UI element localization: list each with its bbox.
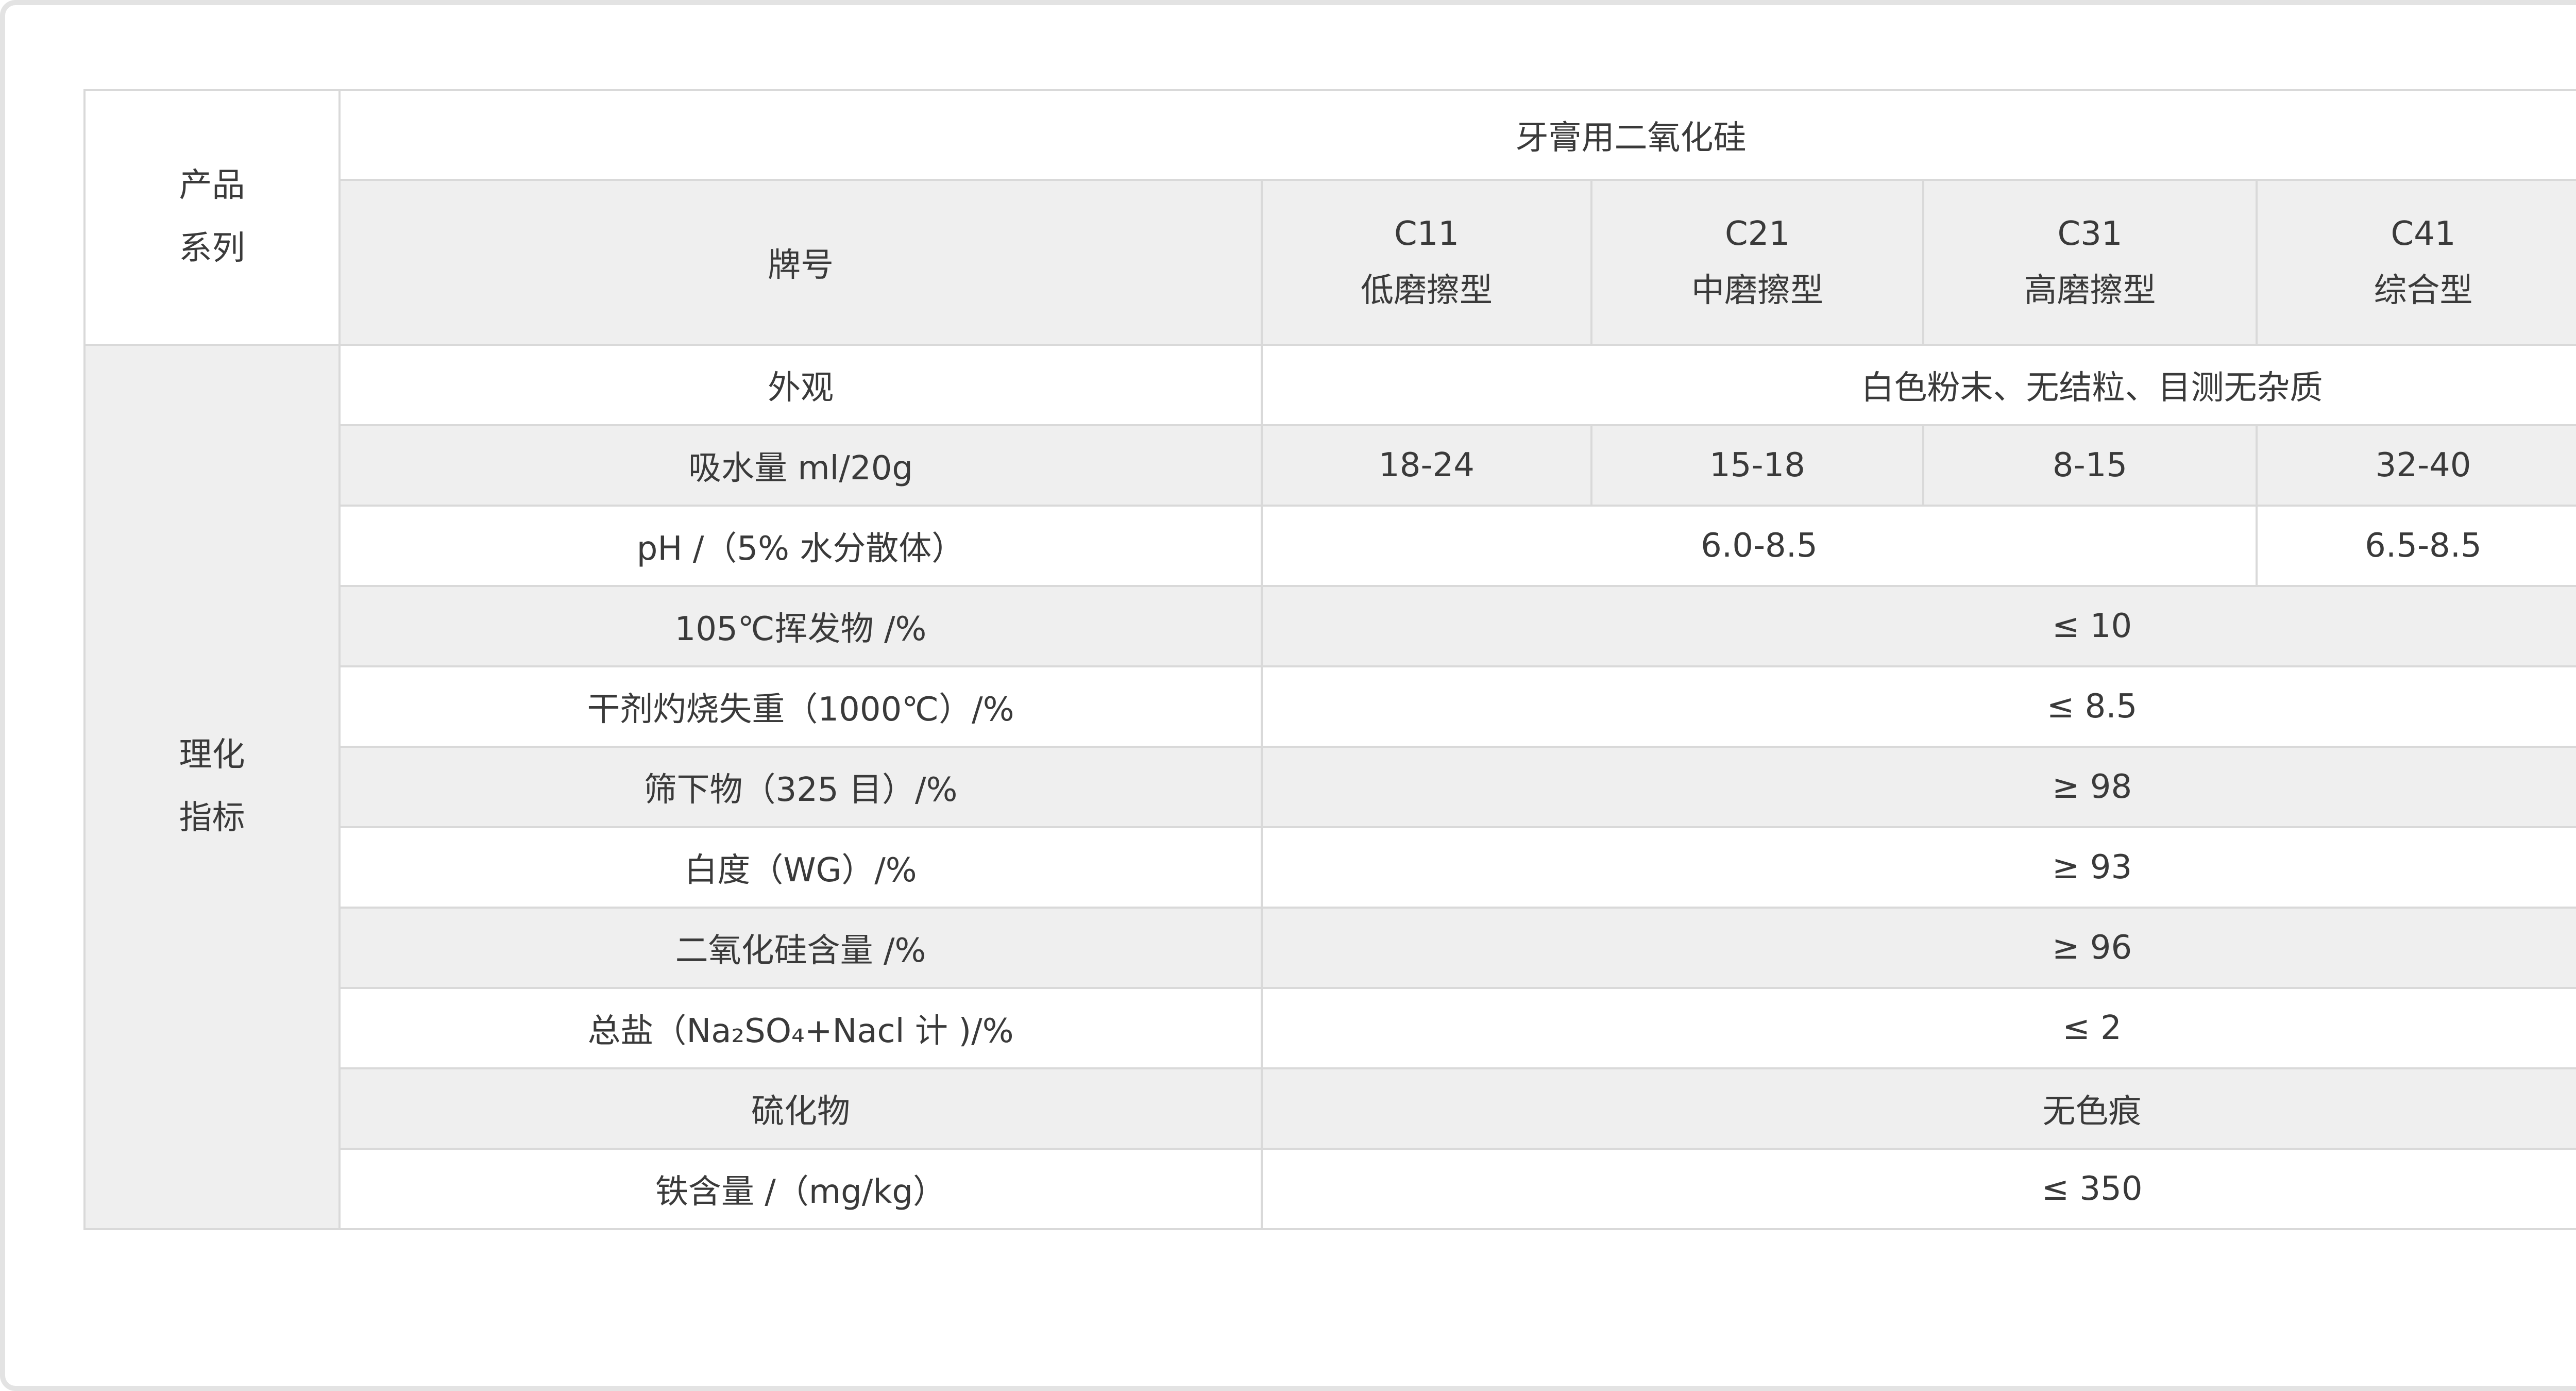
param-row-volatiles: 105℃挥发物 /% ≤ 10 (84, 585, 2576, 667)
param-label: 外观 (338, 344, 1263, 426)
brands-row: 牌号 C11 低磨擦型 C21 中磨擦型 C31 高磨擦型 C41 综合型 C5… (84, 179, 2576, 346)
brand-type: 高磨擦型 (2024, 272, 2156, 310)
brand-code: C41 (2391, 215, 2456, 253)
param-value: 8-15 (1922, 424, 2258, 507)
param-row-ignition-loss: 干剂灼烧失重（1000℃）/% ≤ 8.5 (84, 665, 2576, 748)
param-value: 6.5-8.5 (2256, 505, 2576, 587)
brand-cell-c21: C21 中磨擦型 (1590, 179, 1924, 346)
param-value: 白色粉末、无结粒、目测无杂质 (1260, 344, 2576, 426)
param-label: 105℃挥发物 /% (338, 585, 1263, 667)
param-label: 二氧化硅含量 /% (338, 907, 1263, 989)
param-row-ph: pH /（5% 水分散体） 6.0-8.5 6.5-8.5 5.5-8.5 (84, 505, 2576, 587)
product-series-cell: 产品 系列 (83, 89, 341, 346)
param-row-appearance: 理化 指标 外观 白色粉末、无结粒、目测无杂质 (83, 344, 2576, 1230)
param-label: 白度（WG）/% (338, 826, 1263, 909)
param-row-sieve-residue: 筛下物（325 目）/% ≥ 98 (84, 746, 2576, 828)
spec-table: 产品 系列 牙膏用二氧化硅 牌号 C11 低磨擦型 C21 中磨擦型 C31 高… (83, 89, 2576, 1230)
param-row-total-salt: 总盐（Na₂SO₄+Nacl 计 )/% ≤ 2 (84, 987, 2576, 1069)
param-label: 筛下物（325 目）/% (338, 746, 1263, 828)
param-value: 15-18 (1590, 424, 1924, 507)
brand-code: C21 (1724, 215, 1790, 253)
product-title-cell: 牙膏用二氧化硅 (338, 89, 2576, 181)
param-value: ≤ 2 (1260, 987, 2576, 1069)
brand-type: 综合型 (2374, 272, 2473, 310)
param-row-whiteness: 白度（WG）/% ≥ 93 (84, 826, 2576, 909)
title-row: 产品 系列 牙膏用二氧化硅 (83, 89, 2576, 346)
param-value: ≥ 93 (1260, 826, 2576, 909)
brand-code: C11 (1394, 215, 1460, 253)
param-value: 无色痕 (1260, 1067, 2576, 1150)
brand-label-cell: 牌号 (338, 179, 1263, 346)
param-value: 18-24 (1261, 424, 1592, 507)
param-value: ≥ 98 (1260, 746, 2576, 828)
param-value: ≥ 96 (1260, 907, 2576, 989)
param-row-sio2-content: 二氧化硅含量 /% ≥ 96 (84, 907, 2576, 989)
param-value: ≤ 10 (1260, 585, 2576, 667)
param-label: 铁含量 /（mg/kg） (338, 1148, 1263, 1230)
param-value: 6.0-8.5 (1261, 505, 2258, 587)
param-value: ≤ 8.5 (1260, 665, 2576, 748)
param-label: 硫化物 (338, 1067, 1263, 1150)
param-label: pH /（5% 水分散体） (338, 505, 1263, 587)
brand-code: C31 (2057, 215, 2123, 253)
brand-cell-c31: C31 高磨擦型 (1922, 179, 2258, 346)
param-label: 吸水量 ml/20g (338, 424, 1263, 507)
physchem-series-cell: 理化 指标 (83, 344, 341, 1230)
param-value: 32-40 (2256, 424, 2576, 507)
param-row-water-absorption: 吸水量 ml/20g 18-24 15-18 8-15 32-40 ≥ 42 (84, 424, 2576, 507)
param-label: 总盐（Na₂SO₄+Nacl 计 )/% (338, 987, 1263, 1069)
brand-type: 中磨擦型 (1691, 272, 1823, 310)
param-label: 干剂灼烧失重（1000℃）/% (338, 665, 1263, 748)
param-value: ≤ 350 (1260, 1148, 2576, 1230)
brand-cell-c11: C11 低磨擦型 (1261, 179, 1592, 346)
param-row-iron-content: 铁含量 /（mg/kg） ≤ 350 (84, 1148, 2576, 1230)
brand-cell-c41: C41 综合型 (2256, 179, 2576, 346)
param-row-sulfide: 硫化物 无色痕 (84, 1067, 2576, 1150)
brand-type: 低磨擦型 (1361, 272, 1493, 310)
